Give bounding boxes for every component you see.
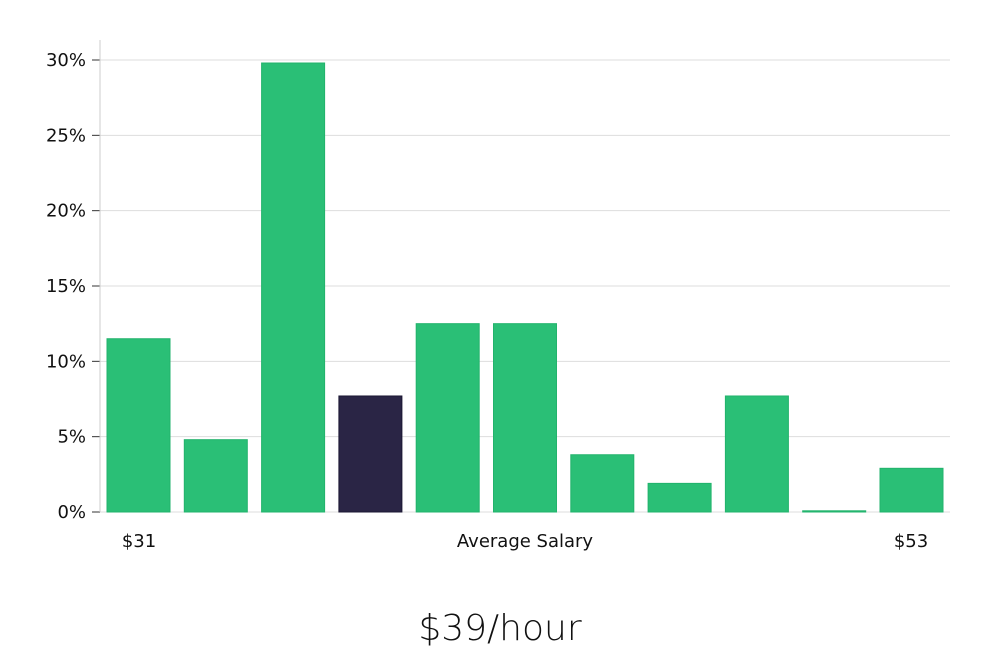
average-rate-headline: $39/hour [418, 608, 582, 649]
y-tick-label: 25% [46, 125, 86, 146]
y-tick-label: 15% [46, 276, 86, 297]
y-tick-label: 20% [46, 201, 86, 222]
y-tick-label: 5% [57, 427, 86, 448]
bar [802, 510, 867, 513]
y-tick-label: 0% [57, 502, 86, 523]
bars [106, 62, 944, 513]
bar [493, 323, 557, 513]
x-axis-title: Average Salary [457, 531, 594, 552]
bar [106, 338, 171, 513]
x-start-label: $31 [122, 531, 156, 552]
salary-histogram: 0% 5% 10% 15% 20% 25% 30% $31 Average Salary $… [46, 40, 950, 552]
bar [570, 454, 635, 513]
bar [183, 439, 248, 513]
bar-highlighted [338, 395, 403, 513]
y-tick-label: 10% [46, 351, 86, 372]
x-end-label: $53 [894, 531, 928, 552]
y-tick-label: 30% [46, 50, 86, 71]
bar [415, 323, 480, 513]
y-axis-ticks: 0% 5% 10% 15% 20% 25% 30% [46, 50, 100, 523]
bar [879, 467, 944, 513]
bar [261, 62, 326, 513]
bar [647, 482, 712, 513]
bar [724, 395, 789, 513]
